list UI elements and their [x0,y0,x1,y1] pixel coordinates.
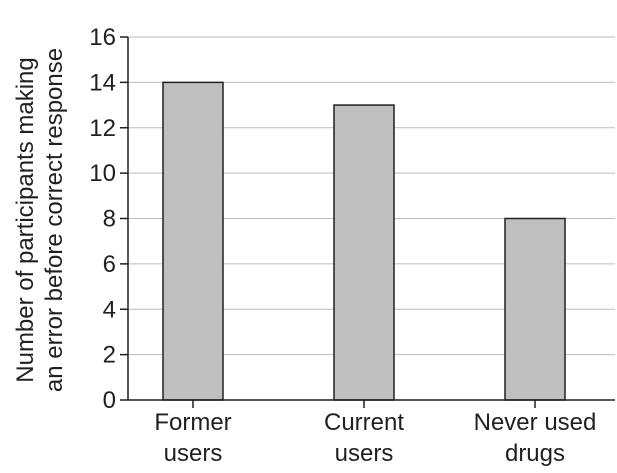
y-tick-label: 2 [103,342,116,369]
y-tick-labels: 0 2 4 6 8 10 12 14 16 [89,24,116,414]
y-axis-title: Number of participants making an error b… [12,48,68,392]
y-tick-label: 12 [89,115,116,142]
y-tick-label: 8 [103,206,116,233]
y-tick-label: 10 [89,160,116,187]
x-category-label: Current [324,409,404,436]
y-tick-label: 0 [103,387,116,414]
x-category-label: users [164,440,223,467]
x-category-labels: Former users Current users Never used drugs [154,409,596,467]
y-tick-label: 4 [103,296,116,323]
y-tick-label: 16 [89,24,116,51]
bar [333,104,395,401]
x-category-label: Never used [474,409,597,436]
axes [120,36,615,408]
bar [162,81,224,401]
x-category-label: Former [154,409,231,436]
y-tick-label: 6 [103,251,116,278]
bars [162,81,566,401]
x-category-label: drugs [505,440,565,467]
bar [504,217,566,401]
y-tick-label: 14 [89,69,116,96]
y-axis-title-line-2: an error before correct response [41,48,68,392]
x-category-label: users [335,440,394,467]
y-axis-title-line-1: Number of participants making [12,57,39,382]
